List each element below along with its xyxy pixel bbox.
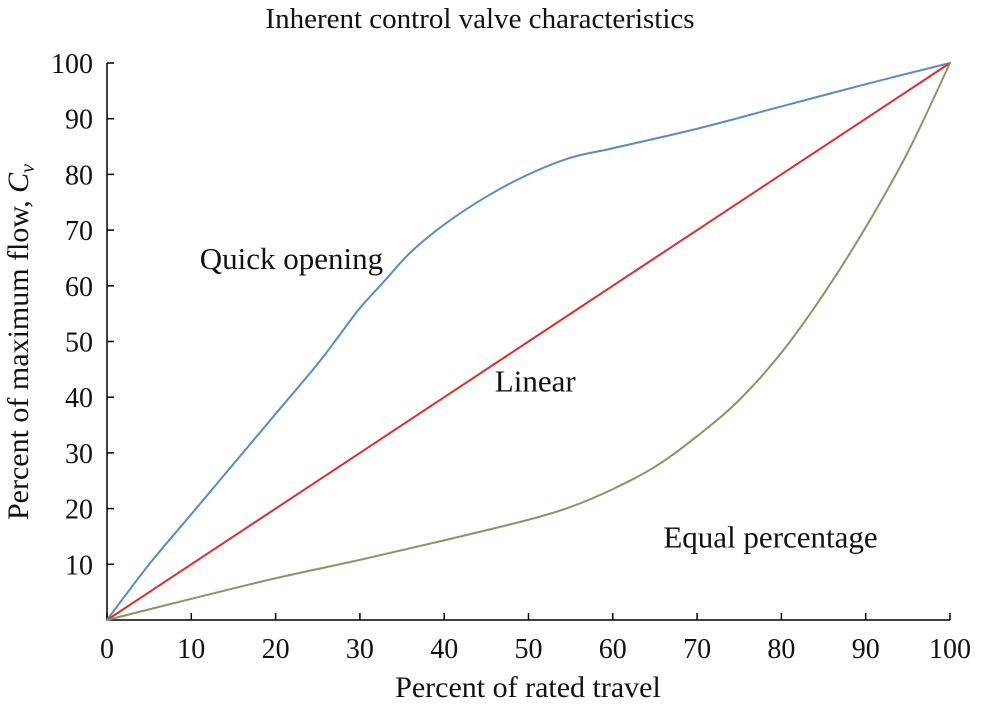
y-axis-label-main: Percent of maximum flow,: [2, 193, 35, 520]
y-axis-label-subscript: v: [17, 164, 39, 173]
y-tick-label: 50: [65, 328, 93, 359]
x-ticks: 0 10 20 30 40 50 60 70 80 90 100: [100, 613, 971, 665]
y-axis-label-symbol: C: [2, 172, 35, 193]
x-axis-label: Percent of rated travel: [395, 671, 661, 704]
x-tick-label: 40: [430, 634, 458, 665]
annotation-equal-percentage: Equal percentage: [663, 520, 877, 555]
y-ticks: 10 20 30 40 50 60 70 80 90 100: [51, 49, 114, 581]
annotation-group: Quick opening Linear Equal percentage: [200, 241, 878, 555]
x-tick-label: 50: [515, 634, 543, 665]
y-tick-label: 80: [65, 160, 93, 191]
y-tick-label: 100: [51, 49, 93, 80]
series-line-equal-percentage: [106, 62, 951, 621]
annotation-quick-opening: Quick opening: [200, 241, 383, 276]
series-group: [106, 62, 951, 621]
y-tick-label: 70: [65, 216, 93, 247]
y-tick-label: 10: [65, 550, 93, 581]
y-axis-label: Percent of maximum flow, Cv: [2, 164, 39, 520]
y-tick-label: 30: [65, 439, 93, 470]
y-tick-label: 90: [65, 105, 93, 136]
x-tick-label: 70: [683, 634, 711, 665]
y-tick-label: 40: [65, 383, 93, 414]
x-tick-label: 30: [346, 634, 374, 665]
plot-area: 0 10 20 30 40 50 60 70 80 90 100 10 20 30 40 50 60 70 80 9…: [51, 49, 971, 665]
annotation-linear: Linear: [495, 364, 577, 399]
chart-title: Inherent control valve characteristics: [265, 3, 694, 35]
y-tick-label: 60: [65, 272, 93, 303]
x-tick-label: 0: [100, 634, 114, 665]
x-tick-label: 20: [262, 634, 290, 665]
x-tick-label: 80: [767, 634, 795, 665]
x-tick-label: 60: [599, 634, 627, 665]
x-tick-label: 100: [929, 634, 971, 665]
series-line-linear: [106, 62, 951, 621]
series-line-quick-opening: [106, 62, 951, 621]
x-tick-label: 10: [177, 634, 205, 665]
x-tick-label: 90: [852, 634, 880, 665]
y-tick-label: 20: [65, 495, 93, 526]
